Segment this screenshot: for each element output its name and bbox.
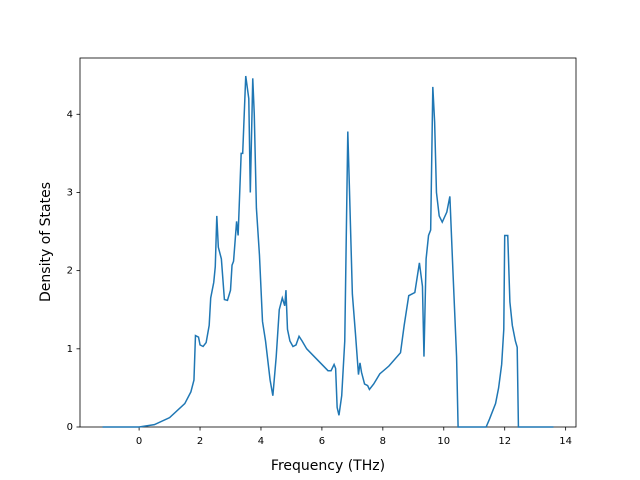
x-tick-label: 6 [319, 436, 325, 447]
dos-line [102, 75, 554, 428]
y-tick-label: 3 [67, 187, 73, 198]
x-axis-label: Frequency (THz) [271, 458, 385, 474]
x-tick-label: 14 [559, 436, 572, 447]
x-tick-label: 4 [258, 436, 264, 447]
plot-frame [79, 57, 577, 428]
x-tick-label: 10 [437, 436, 450, 447]
x-tick-label: 0 [136, 436, 142, 447]
y-tick-label: 4 [67, 109, 73, 120]
y-tick-label: 2 [67, 266, 73, 277]
x-tick-label: 12 [498, 436, 511, 447]
x-tick-label: 2 [197, 436, 203, 447]
y-tick-label: 0 [67, 422, 73, 433]
x-tick-label: 8 [380, 436, 386, 447]
y-tick-label: 1 [67, 344, 73, 355]
y-axis-label: Density of States [38, 182, 54, 302]
